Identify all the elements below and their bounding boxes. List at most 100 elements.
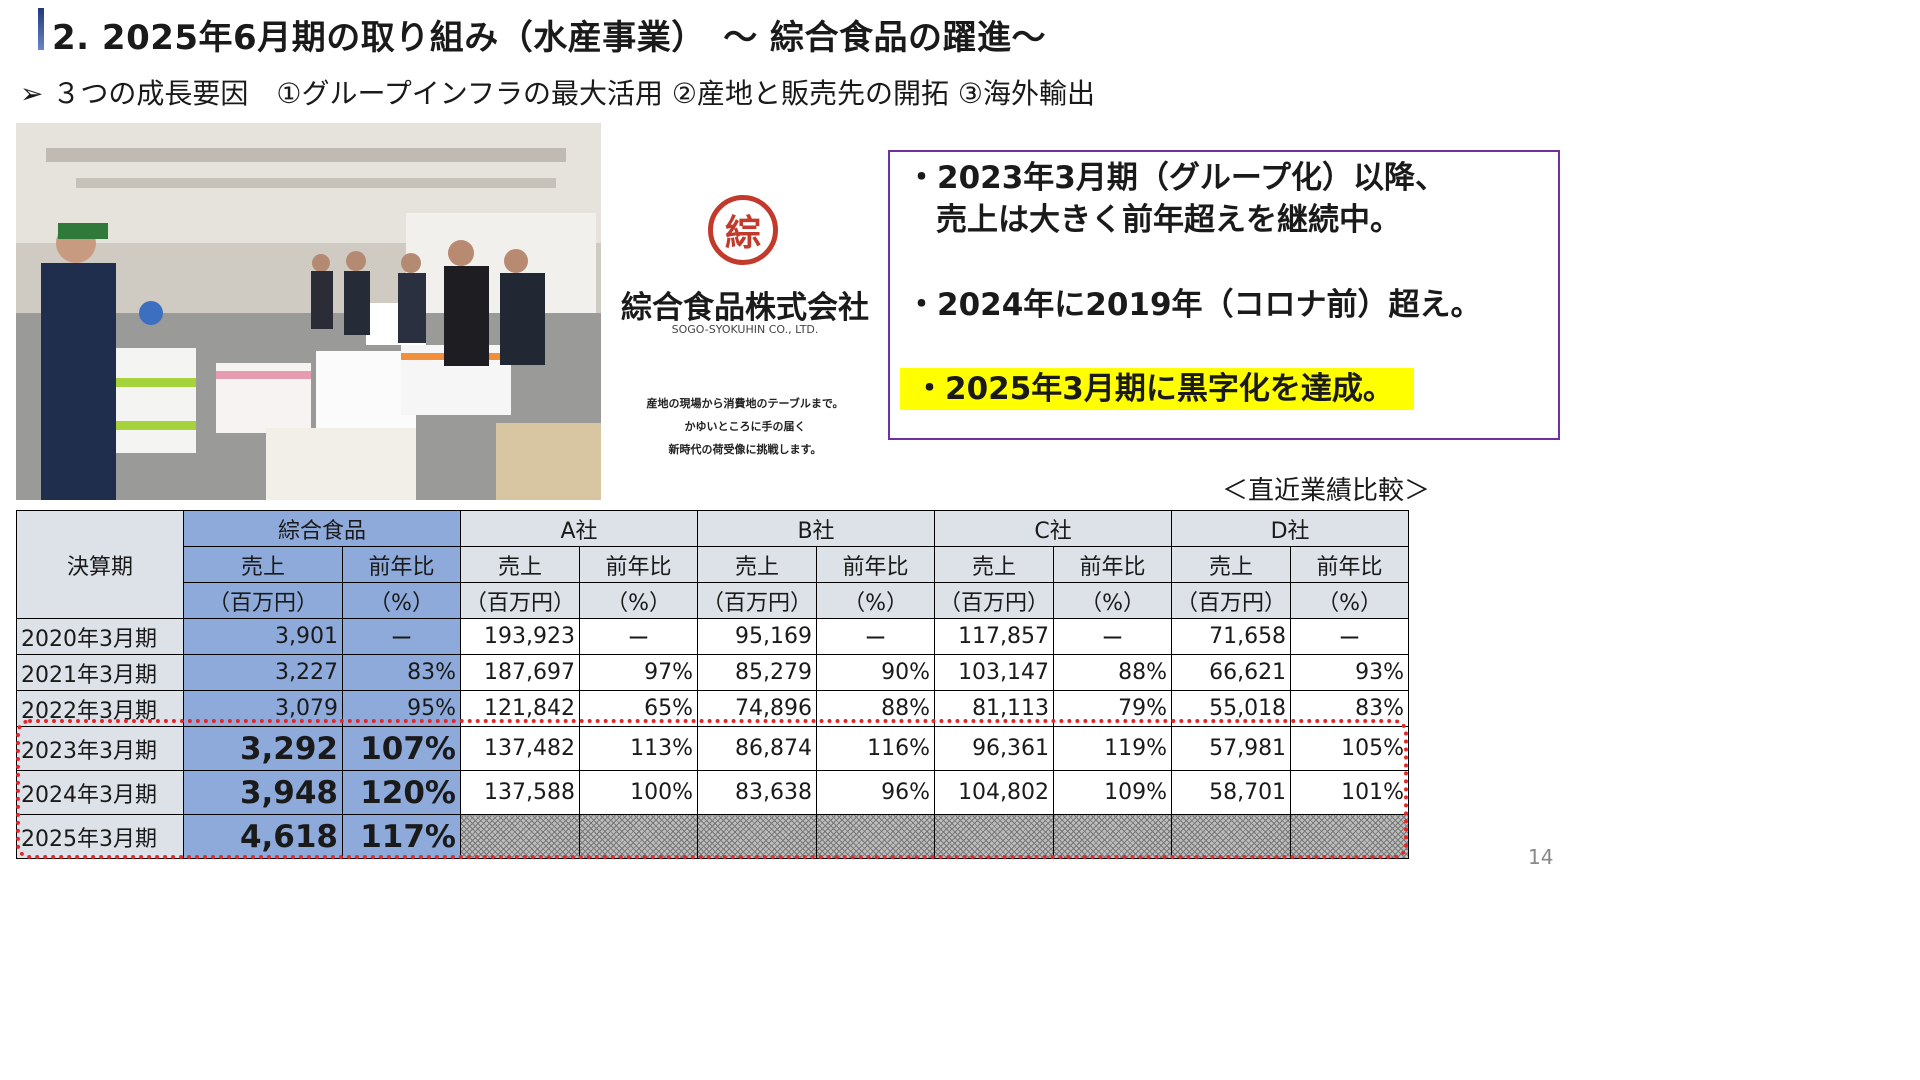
- market-photo: [16, 123, 601, 500]
- no-data-cell: [697, 814, 818, 859]
- value-cell: 105%: [1290, 726, 1410, 771]
- value-cell: 121,842: [459, 690, 581, 727]
- value-cell: ー: [816, 618, 936, 655]
- value-cell: 137,482: [459, 726, 581, 771]
- value-cell: 4,618: [183, 814, 343, 859]
- value-cell: 3,292: [183, 726, 343, 771]
- yoy-unit-header: （%）: [1290, 582, 1410, 619]
- period-cell: 2025年3月期: [16, 814, 184, 859]
- value-cell: 90%: [816, 654, 936, 691]
- page-number: 14: [1528, 845, 1554, 869]
- value-cell: 120%: [342, 770, 461, 815]
- period-cell: 2020年3月期: [16, 618, 184, 655]
- value-cell: 85,279: [697, 654, 818, 691]
- yoy-unit-header: （%）: [342, 582, 461, 619]
- company-header: A社: [459, 510, 699, 547]
- value-cell: 187,697: [459, 654, 581, 691]
- sales-unit-header: （百万円）: [934, 582, 1055, 619]
- period-cell: 2021年3月期: [16, 654, 184, 691]
- value-cell: ー: [579, 618, 699, 655]
- value-cell: 55,018: [1171, 690, 1292, 727]
- value-cell: 95,169: [697, 618, 818, 655]
- no-data-cell: [459, 814, 581, 859]
- period-cell: 2024年3月期: [16, 770, 184, 815]
- table-row: 2024年3月期 3,948 120% 137,588 100% 83,638 96% 104…: [16, 770, 1410, 815]
- value-cell: ー: [342, 618, 461, 655]
- value-cell: 113%: [579, 726, 699, 771]
- no-data-cell: [934, 814, 1055, 859]
- value-cell: 86,874: [697, 726, 818, 771]
- period-header: 決算期: [16, 510, 184, 619]
- value-cell: 137,588: [459, 770, 581, 815]
- period-cell: 2023年3月期: [16, 726, 184, 771]
- value-cell: 88%: [1053, 654, 1173, 691]
- table-row: 2025年3月期 4,618 117%: [16, 814, 1410, 859]
- yoy-header: 前年比: [1290, 546, 1410, 583]
- performance-comparison-table: 決算期 綜合食品 A社 B社 C社 D社 売上 前年比 売上 前年比 売上 前年比 売上 前年比 売上 前年比…: [16, 510, 1410, 859]
- value-cell: 83,638: [697, 770, 818, 815]
- no-data-cell: [1290, 814, 1410, 859]
- table-header-row: 決算期 綜合食品 A社 B社 C社 D社: [16, 510, 1410, 619]
- note-exceeds-2019: ・2024年に2019年（コロナ前）超え。: [906, 287, 1482, 323]
- value-cell: 3,227: [183, 654, 343, 691]
- yoy-header: 前年比: [1053, 546, 1173, 583]
- sales-unit-header: （百万円）: [697, 582, 818, 619]
- table-row: 2021年3月期 3,227 83% 187,697 97% 85,279 90% 103,1…: [16, 654, 1410, 691]
- tagline-line-2: かゆいところに手の届く: [684, 420, 806, 433]
- title-accent-bar: [38, 8, 44, 50]
- no-data-cell: [1053, 814, 1173, 859]
- value-cell: 88%: [816, 690, 936, 727]
- value-cell: 71,658: [1171, 618, 1292, 655]
- note-profitability: ・2025年3月期に黒字化を達成。: [900, 368, 1414, 410]
- table-row: 2020年3月期 3,901 ー 193,923 ー 95,169 ー 117,857 ー 71,…: [16, 618, 1410, 655]
- no-data-cell: [579, 814, 699, 859]
- table-subheader-row: 売上 前年比 売上 前年比 売上 前年比 売上 前年比 売上 前年比: [17, 546, 1410, 583]
- company-header: D社: [1171, 510, 1410, 547]
- growth-factors-subtitle: ➢ ３つの成長要因 ①グループインフラの最大活用 ②産地と販売先の開拓 ③海外輸…: [20, 77, 1095, 110]
- table-row: 2023年3月期 3,292 107% 137,482 113% 86,874 116% 96…: [16, 726, 1410, 771]
- value-cell: 104,802: [934, 770, 1055, 815]
- sales-header: 売上: [1171, 546, 1292, 583]
- value-cell: 97%: [579, 654, 699, 691]
- value-cell: 117,857: [934, 618, 1055, 655]
- yoy-unit-header: （%）: [816, 582, 936, 619]
- value-cell: 100%: [579, 770, 699, 815]
- value-cell: 79%: [1053, 690, 1173, 727]
- value-cell: 57,981: [1171, 726, 1292, 771]
- fish-market-illustration: [16, 123, 601, 500]
- value-cell: 65%: [579, 690, 699, 727]
- yoy-header: 前年比: [816, 546, 936, 583]
- highlight-notes-box: ・2023年3月期（グループ化）以降、 売上は大きく前年超えを継続中。 ・202…: [888, 150, 1560, 440]
- value-cell: 83%: [342, 654, 461, 691]
- yoy-unit-header: （%）: [1053, 582, 1173, 619]
- value-cell: ー: [1053, 618, 1173, 655]
- value-cell: 81,113: [934, 690, 1055, 727]
- value-cell: 95%: [342, 690, 461, 727]
- value-cell: 116%: [816, 726, 936, 771]
- value-cell: 83%: [1290, 690, 1410, 727]
- no-data-cell: [816, 814, 936, 859]
- company-header: 綜合食品: [183, 510, 461, 547]
- value-cell: 101%: [1290, 770, 1410, 815]
- no-data-cell: [1171, 814, 1292, 859]
- table-unit-row: （百万円） （%） （百万円） （%） （百万円） （%） （百万円） （%） （百万円） （%）: [17, 582, 1410, 619]
- sales-header: 売上: [934, 546, 1055, 583]
- yoy-header: 前年比: [579, 546, 699, 583]
- value-cell: 117%: [342, 814, 461, 859]
- tagline-line-3: 新時代の荷受像に挑戦します。: [668, 443, 822, 456]
- sales-header: 売上: [697, 546, 818, 583]
- yoy-unit-header: （%）: [579, 582, 699, 619]
- company-header: C社: [934, 510, 1173, 547]
- sales-unit-header: （百万円）: [183, 582, 343, 619]
- page-title: 2. 2025年6月期の取り組み（水産事業） ～ 綜合食品の躍進～: [52, 18, 1047, 58]
- sales-header: 売上: [183, 546, 343, 583]
- value-cell: 109%: [1053, 770, 1173, 815]
- value-cell: 3,901: [183, 618, 343, 655]
- note-growth-continuation: 売上は大きく前年超えを継続中。: [936, 202, 1401, 238]
- table-row: 2022年3月期 3,079 95% 121,842 65% 74,896 88% 81,11…: [16, 690, 1410, 727]
- period-cell: 2022年3月期: [16, 690, 184, 727]
- value-cell: 96%: [816, 770, 936, 815]
- value-cell: 58,701: [1171, 770, 1292, 815]
- value-cell: 74,896: [697, 690, 818, 727]
- table-caption: ＜直近業績比較＞: [1222, 476, 1431, 506]
